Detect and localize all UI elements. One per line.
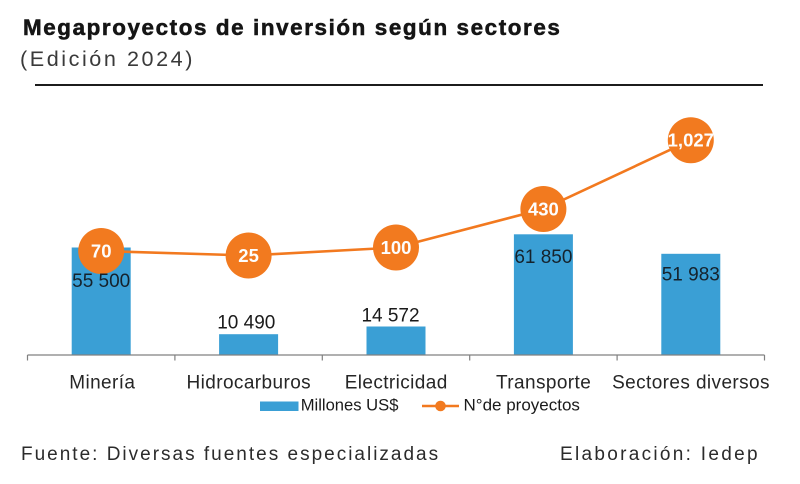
svg-text:N°de proyectos: N°de proyectos — [464, 396, 580, 415]
svg-text:1,027: 1,027 — [668, 130, 714, 151]
svg-text:Millones US$: Millones US$ — [301, 396, 399, 415]
svg-text:70: 70 — [91, 241, 112, 262]
svg-text:Transporte: Transporte — [496, 373, 591, 394]
svg-text:14 572: 14 572 — [361, 306, 419, 327]
svg-text:100: 100 — [381, 237, 412, 258]
svg-text:Sectores diversos: Sectores diversos — [612, 373, 770, 394]
svg-text:25: 25 — [238, 245, 259, 266]
svg-text:Hidrocarburos: Hidrocarburos — [187, 373, 312, 394]
svg-text:61 850: 61 850 — [514, 247, 572, 268]
svg-text:10 490: 10 490 — [217, 313, 275, 334]
svg-text:Electricidad: Electricidad — [345, 373, 448, 394]
svg-text:55 500: 55 500 — [72, 271, 130, 292]
svg-text:51 983: 51 983 — [662, 265, 720, 286]
svg-text:Minería: Minería — [69, 373, 135, 394]
svg-text:430: 430 — [528, 199, 559, 220]
